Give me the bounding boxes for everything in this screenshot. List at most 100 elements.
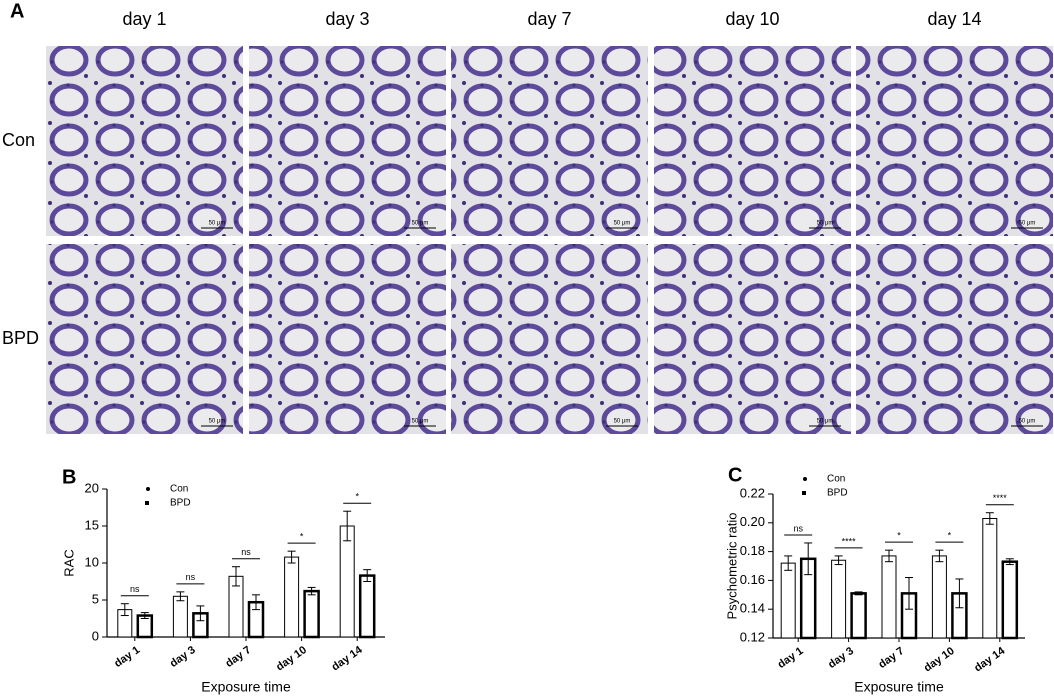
bar — [982, 517, 998, 639]
scale-bar-label: 50 μm — [614, 419, 631, 425]
legend-label: Con — [827, 474, 845, 485]
column-label: day 10 — [725, 9, 779, 29]
error-bar — [834, 555, 843, 566]
legend-marker — [802, 491, 806, 495]
micrograph — [249, 244, 446, 434]
scale-bar-label: 50 μm — [1019, 221, 1036, 227]
error-bar — [120, 603, 129, 617]
scale-bar-label: 50 μm — [817, 221, 834, 227]
x-tick-label: day 3 — [826, 645, 856, 671]
legend-marker — [146, 487, 150, 491]
error-bar — [287, 550, 296, 564]
error-bar — [885, 549, 893, 563]
significance-label: **** — [842, 536, 857, 546]
y-tick-label: 0 — [92, 628, 99, 643]
bar — [284, 556, 300, 638]
micrograph — [654, 244, 851, 434]
y-tick-label: 0.16 — [740, 572, 765, 587]
significance-label: ns — [130, 584, 140, 594]
error-bar — [196, 605, 205, 622]
bar — [931, 555, 947, 639]
error-bar — [905, 577, 913, 610]
x-axis-label: Exposure time — [854, 679, 944, 695]
legend-label: BPD — [170, 498, 191, 509]
significance-label: **** — [993, 493, 1008, 503]
micrograph — [451, 46, 648, 236]
significance-label: * — [948, 531, 952, 541]
x-tick-label: day 10 — [274, 644, 309, 673]
micrograph — [856, 46, 1053, 236]
significance-label: * — [897, 531, 901, 541]
scale-bar-label: 50 μm — [817, 419, 834, 425]
y-tick-label: 0.20 — [740, 514, 765, 529]
significance-label: ns — [793, 523, 803, 533]
legend-marker — [145, 501, 149, 505]
error-bar — [985, 512, 994, 525]
x-tick-label: day 10 — [922, 645, 957, 674]
error-bar — [854, 591, 863, 596]
y-tick-label: 15 — [85, 517, 99, 532]
error-bar — [307, 586, 316, 596]
micrograph — [249, 46, 446, 236]
error-bar — [343, 510, 352, 542]
scale-bar-label: 50 μm — [412, 419, 429, 425]
error-bar — [955, 578, 964, 609]
bar — [1001, 560, 1019, 640]
significance-label: ns — [241, 547, 251, 557]
legend-marker — [803, 477, 807, 481]
bar — [850, 592, 867, 640]
micrograph — [654, 46, 851, 236]
y-axis-label: Psychometric ratio — [724, 513, 739, 620]
scale-bar-label: 50 μm — [1019, 419, 1036, 425]
row-label: Con — [2, 130, 35, 150]
scale-bar-label: 50 μm — [209, 419, 226, 425]
x-tick-label: day 14 — [972, 645, 1008, 675]
bar — [303, 589, 320, 639]
error-bar — [140, 612, 149, 619]
y-tick-label: 20 — [85, 480, 99, 495]
error-bar — [804, 542, 813, 576]
bar — [339, 525, 355, 638]
scale-bar-label: 50 μm — [209, 221, 226, 227]
y-tick-label: 0.14 — [740, 601, 765, 616]
x-tick-label: day 7 — [876, 645, 906, 671]
row-label: BPD — [2, 328, 39, 348]
x-tick-label: day 7 — [223, 644, 253, 670]
column-label: day 1 — [122, 9, 166, 29]
column-label: day 7 — [527, 9, 571, 29]
y-tick-label: 0.18 — [740, 543, 765, 558]
legend-label: BPD — [827, 488, 848, 499]
error-bar — [935, 549, 944, 563]
column-label: day 3 — [325, 9, 369, 29]
significance-label: ns — [186, 572, 196, 582]
significance-label: * — [355, 492, 359, 502]
micrograph — [856, 244, 1053, 434]
error-bar — [176, 591, 185, 602]
bar — [780, 562, 796, 639]
x-tick-label: day 1 — [776, 645, 806, 671]
x-tick-label: day 1 — [112, 644, 142, 670]
error-bar — [363, 569, 372, 582]
bar — [172, 595, 188, 638]
micrograph — [46, 244, 243, 434]
error-bar — [784, 555, 793, 571]
legend-label: Con — [170, 484, 188, 495]
micrograph — [451, 244, 648, 434]
y-tick-label: 10 — [85, 554, 99, 569]
error-bar — [252, 594, 260, 611]
significance-label: * — [300, 532, 304, 542]
micrograph — [46, 46, 243, 236]
scale-bar-label: 50 μm — [412, 221, 429, 227]
x-tick-label: day 14 — [330, 644, 366, 674]
x-axis-label: Exposure time — [201, 679, 291, 695]
x-tick-label: day 3 — [168, 644, 198, 670]
bar — [358, 574, 376, 639]
column-label: day 14 — [927, 9, 981, 29]
panel-label: C — [728, 464, 742, 486]
error-bar — [232, 566, 240, 587]
bar — [881, 555, 897, 639]
panel-label: A — [10, 0, 24, 22]
error-bar — [1005, 558, 1014, 566]
y-tick-label: 5 — [92, 591, 99, 606]
